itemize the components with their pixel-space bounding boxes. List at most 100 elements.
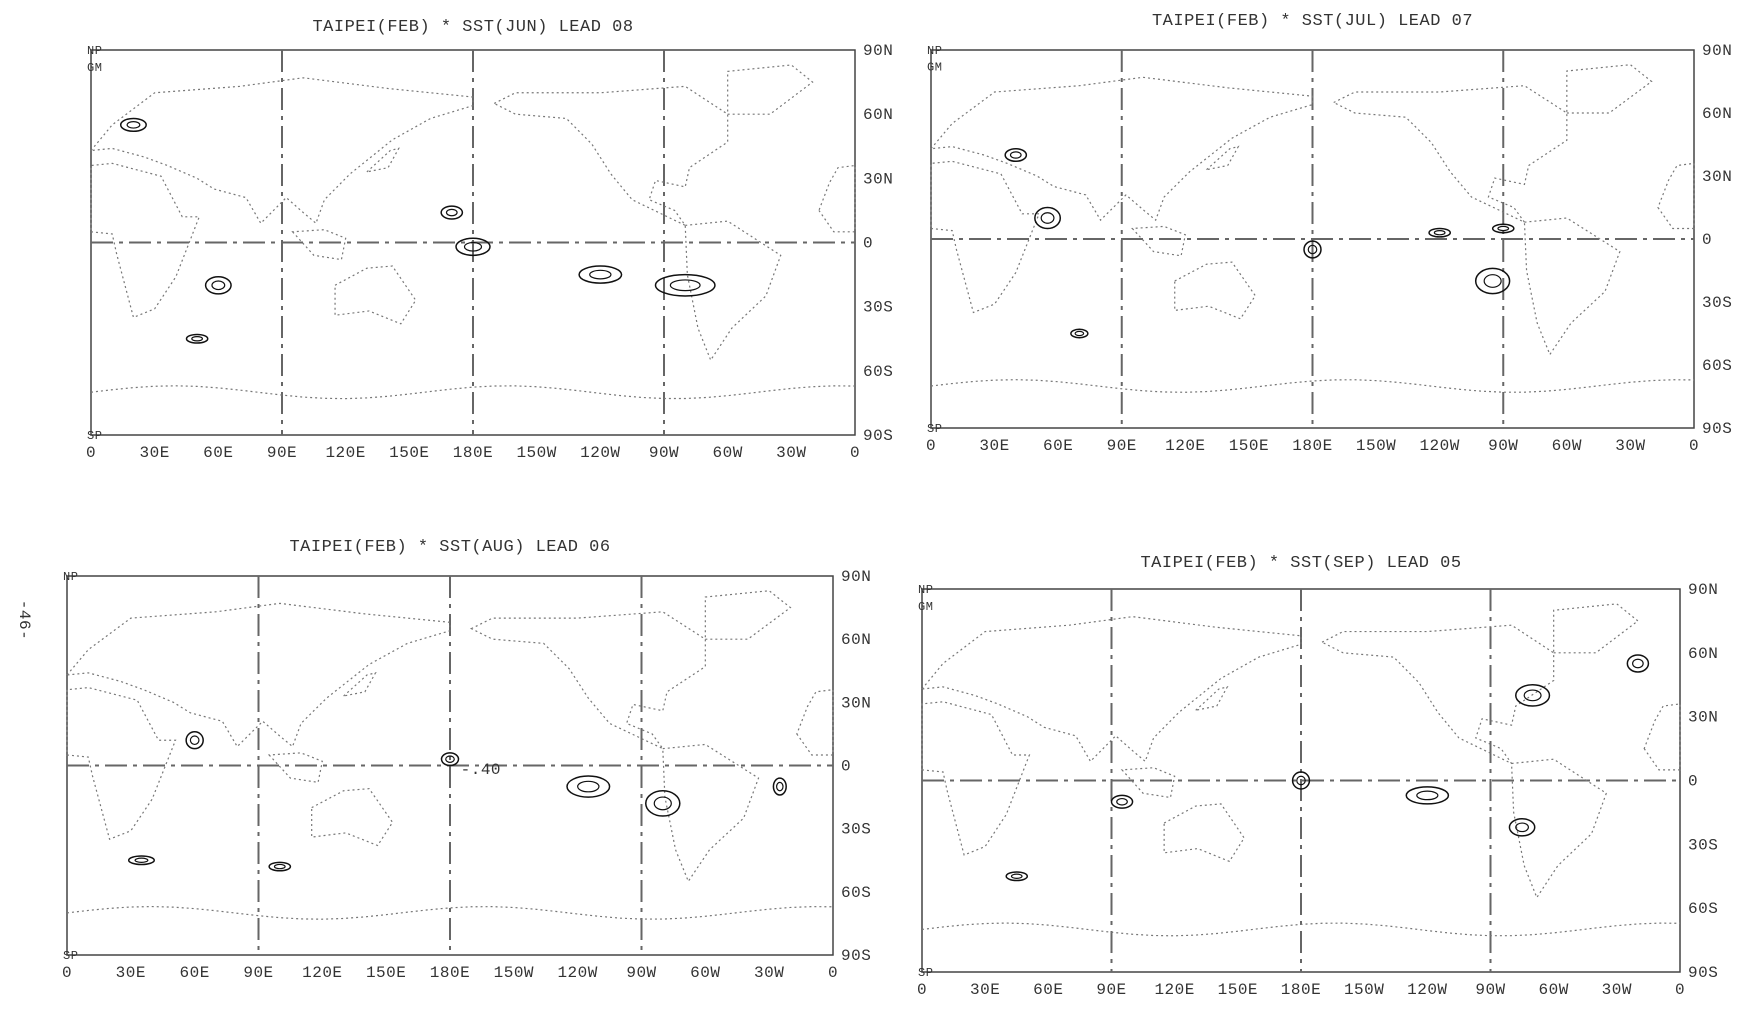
coastline [65, 602, 451, 748]
y-tick-label: 60S [1702, 357, 1732, 375]
x-tick-label: 60W [690, 964, 720, 982]
contour [204, 275, 232, 295]
y-tick-label: 90S [863, 427, 893, 445]
x-tick-label: 30E [970, 981, 1000, 999]
y-tick-label: 60N [841, 631, 871, 649]
x-tick-label: 0 [917, 981, 927, 999]
x-tick-label: 0 [1675, 981, 1685, 999]
contour [1010, 873, 1023, 879]
x-tick-label: 120E [1165, 437, 1205, 455]
y-tick-label: 30N [1702, 168, 1732, 186]
contour [1491, 223, 1515, 234]
contour [1070, 328, 1089, 339]
x-tick-label: 150W [1344, 981, 1384, 999]
map-panel: TAIPEI(FEB) * SST(AUG) LEAD 06 0 30E 60E 90E… [62, 538, 871, 982]
x-tick-label: 30E [116, 964, 146, 982]
contour [654, 273, 716, 297]
y-tick-label: 90N [1688, 581, 1718, 599]
coastline [704, 590, 792, 640]
x-tick-label: 60W [713, 444, 743, 462]
antarctic-coast [66, 905, 834, 920]
contour [1416, 790, 1439, 801]
coastline [1553, 603, 1639, 654]
x-tick-label: 90W [649, 444, 679, 462]
contour [1009, 151, 1022, 159]
page-number: -46- [15, 600, 33, 640]
corner-label: NP [927, 44, 942, 58]
x-tick-label: 120E [1154, 981, 1194, 999]
coastline [1566, 64, 1653, 114]
y-tick-label: 30S [863, 299, 893, 317]
contour [1474, 267, 1511, 295]
x-tick-label: 120W [1419, 437, 1459, 455]
coastline [1193, 685, 1229, 712]
x-tick-label: 150E [389, 444, 429, 462]
corner-label: SP [918, 966, 933, 980]
coastline [1174, 261, 1257, 320]
x-tick-label: 120E [302, 964, 342, 982]
y-tick-label: 30N [863, 170, 893, 188]
coastline [818, 164, 856, 233]
x-tick-label: 90W [626, 964, 656, 982]
contour [776, 781, 784, 792]
coastline [1163, 803, 1245, 863]
map-panel: TAIPEI(FEB) * SST(JUN) LEAD 08 0 30E 60E 90E… [86, 18, 893, 462]
contour [445, 755, 455, 763]
x-tick-label: 0 [850, 444, 860, 462]
y-tick-label: 0 [863, 235, 873, 253]
x-tick-label: 60E [1033, 981, 1063, 999]
contour [1483, 274, 1502, 288]
contour [1004, 147, 1028, 163]
y-tick-label: 60N [863, 106, 893, 124]
x-tick-label: 90E [243, 964, 273, 982]
contour [191, 336, 204, 342]
contour [1005, 871, 1029, 882]
x-tick-label: 30E [140, 444, 170, 462]
coastline [1320, 624, 1555, 765]
coastline [929, 76, 1314, 222]
x-tick-label: 0 [62, 964, 72, 982]
y-tick-label: 30N [841, 694, 871, 712]
contour [1291, 771, 1311, 790]
coastline [492, 85, 729, 226]
contour [211, 280, 226, 291]
contour [134, 857, 149, 863]
contour [1074, 330, 1085, 337]
y-tick-label: 30S [1688, 836, 1718, 854]
corner-label: GM [87, 61, 102, 75]
x-tick-label: 60W [1552, 437, 1582, 455]
y-tick-label: 30S [841, 821, 871, 839]
coastline [796, 689, 834, 756]
contour [127, 855, 155, 866]
contour [273, 863, 286, 870]
contour [126, 121, 141, 129]
y-tick-label: 90N [863, 42, 893, 60]
x-tick-label: 180E [430, 964, 470, 982]
y-tick-label: 0 [1688, 773, 1698, 791]
coastline [267, 752, 324, 784]
coastline [469, 611, 706, 750]
panel-title: TAIPEI(FEB) * SST(SEP) LEAD 05 [1140, 554, 1461, 573]
y-tick-label: 90N [841, 568, 871, 586]
contour [1626, 654, 1650, 673]
panel-title: TAIPEI(FEB) * SST(JUN) LEAD 08 [312, 18, 633, 37]
contour [1523, 689, 1542, 702]
contour [1110, 794, 1134, 809]
coastline [921, 701, 1031, 856]
coastline [1120, 767, 1176, 799]
contour [1040, 212, 1055, 224]
y-tick-label: 60N [1688, 645, 1718, 663]
contour [1303, 240, 1322, 259]
contour [1428, 227, 1452, 238]
contour [440, 205, 464, 220]
contour [1405, 786, 1450, 805]
y-tick-label: 60S [841, 884, 871, 902]
corner-label: SP [927, 422, 942, 436]
contour [1307, 244, 1318, 255]
x-tick-label: 0 [926, 437, 936, 455]
x-tick-label: 150W [1356, 437, 1396, 455]
x-tick-label: 30W [776, 444, 806, 462]
x-tick-label: 90E [1107, 437, 1137, 455]
y-tick-label: 0 [841, 758, 851, 776]
contour [268, 861, 292, 872]
